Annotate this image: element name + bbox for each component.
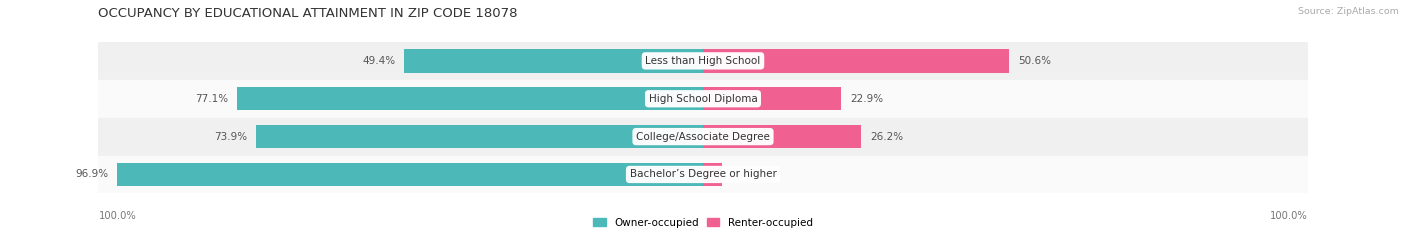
Text: 77.1%: 77.1% xyxy=(194,94,228,104)
Bar xyxy=(236,87,703,110)
Bar xyxy=(98,42,1308,80)
Bar xyxy=(703,49,1010,73)
Text: OCCUPANCY BY EDUCATIONAL ATTAINMENT IN ZIP CODE 18078: OCCUPANCY BY EDUCATIONAL ATTAINMENT IN Z… xyxy=(98,7,517,20)
Text: 3.2%: 3.2% xyxy=(731,169,758,179)
Text: 96.9%: 96.9% xyxy=(75,169,108,179)
Text: 100.0%: 100.0% xyxy=(98,211,136,221)
Bar xyxy=(117,163,703,186)
Text: Bachelor’s Degree or higher: Bachelor’s Degree or higher xyxy=(630,169,776,179)
Bar xyxy=(98,80,1308,118)
Text: 100.0%: 100.0% xyxy=(1270,211,1308,221)
Bar xyxy=(703,87,841,110)
Text: 26.2%: 26.2% xyxy=(870,132,904,142)
Text: College/Associate Degree: College/Associate Degree xyxy=(636,132,770,142)
Bar xyxy=(703,163,723,186)
Text: 49.4%: 49.4% xyxy=(363,56,395,66)
Text: Less than High School: Less than High School xyxy=(645,56,761,66)
Bar xyxy=(405,49,703,73)
Text: 73.9%: 73.9% xyxy=(214,132,247,142)
Bar xyxy=(98,156,1308,193)
Bar xyxy=(703,125,862,148)
Legend: Owner-occupied, Renter-occupied: Owner-occupied, Renter-occupied xyxy=(593,218,813,228)
Text: 22.9%: 22.9% xyxy=(851,94,883,104)
Text: 50.6%: 50.6% xyxy=(1018,56,1052,66)
Text: High School Diploma: High School Diploma xyxy=(648,94,758,104)
Bar xyxy=(256,125,703,148)
Text: Source: ZipAtlas.com: Source: ZipAtlas.com xyxy=(1298,7,1399,16)
Bar xyxy=(98,118,1308,156)
